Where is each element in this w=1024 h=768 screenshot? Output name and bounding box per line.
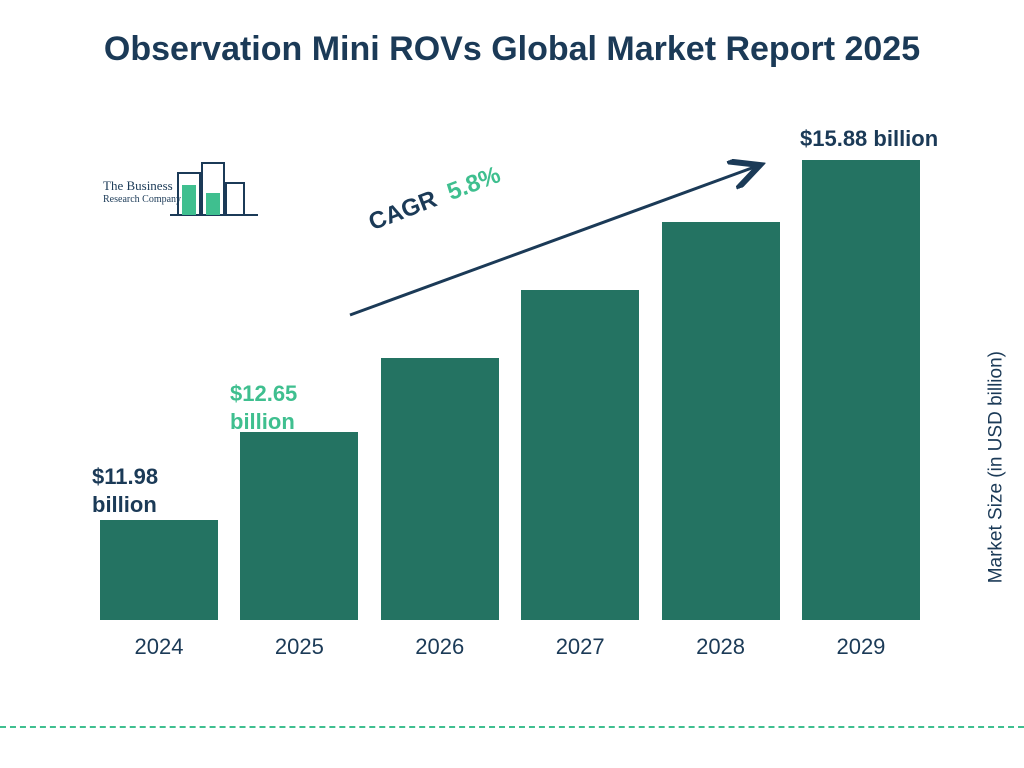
xlabel: 2027 [521,626,639,660]
bottom-divider [0,726,1024,728]
xlabel: 2029 [802,626,920,660]
bar-2024 [100,520,218,620]
xlabel: 2024 [100,626,218,660]
bar-2029 [802,160,920,620]
xlabel: 2028 [662,626,780,660]
bar-2025 [240,432,358,620]
value-label-2029: $15.88 billion [800,125,938,153]
xlabel: 2026 [381,626,499,660]
value-label-2025: $12.65 billion [230,380,340,435]
bar-2027 [521,290,639,620]
y-axis-label: Market Size (in USD billion) [985,351,1007,583]
x-axis-labels: 2024 2025 2026 2027 2028 2029 [90,626,930,660]
bar-2026 [381,358,499,620]
value-label-2024: $11.98 billion [92,463,202,518]
chart-title: Observation Mini ROVs Global Market Repo… [0,28,1024,71]
trend-arrow [340,155,780,335]
xlabel: 2025 [240,626,358,660]
